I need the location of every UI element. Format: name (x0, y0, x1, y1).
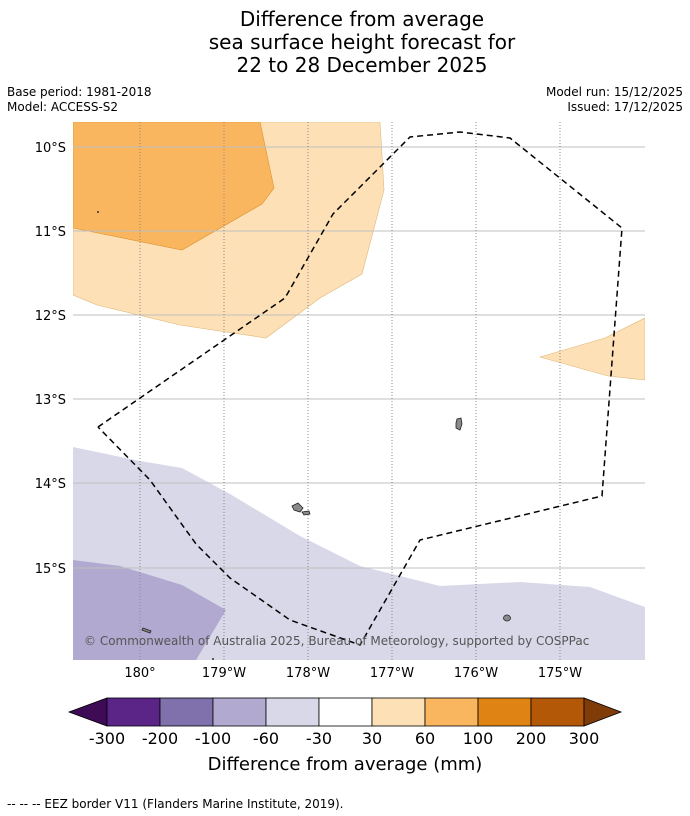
colorbar-extension-low (67, 697, 108, 727)
meta-right: Model run: 15/12/2025 Issued: 17/12/2025 (546, 85, 683, 115)
island-alofi (301, 510, 311, 516)
lat-label-11s: 11°S (35, 225, 66, 240)
lon-label-176w: 176°W (454, 666, 498, 681)
colorbar-tick: 200 (516, 729, 547, 748)
map-title: Difference from average sea surface heig… (0, 8, 690, 77)
title-line-2: sea surface height forecast for (208, 30, 516, 54)
colorbar-tick: -300 (89, 729, 125, 748)
colorbar-segment-minus30-30 (318, 697, 373, 727)
lon-label-180: 180° (124, 666, 155, 681)
colorbar-tick: 60 (415, 729, 435, 748)
lon-label-175w: 175°W (538, 666, 582, 681)
lat-label-14s: 14°S (35, 477, 66, 492)
island-wallis-area (455, 417, 463, 431)
eez-border (97, 131, 623, 646)
colorbar-tick: 30 (362, 729, 382, 748)
island-dot-south (212, 658, 214, 660)
colorbar-label: Difference from average (mm) (208, 754, 483, 775)
lat-label-10s: 10°S (35, 141, 66, 156)
colorbar-tick: 100 (463, 729, 494, 748)
model-name: Model: ACCESS-S2 (7, 100, 119, 114)
title-line-3: 22 to 28 December 2025 (236, 53, 488, 77)
colorbar-tick: -30 (306, 729, 332, 748)
colorbar-tick: 300 (569, 729, 600, 748)
longitude-labels: 180° 179°W 178°W 177°W 176°W 175°W (124, 666, 582, 681)
lon-label-178w: 178°W (286, 666, 330, 681)
colorbar-tick: -200 (142, 729, 178, 748)
meta-left: Base period: 1981-2018 Model: ACCESS-S2 (7, 85, 152, 115)
map-area: © Commonwealth of Australia 2025, Bureau… (73, 122, 645, 660)
title-line-1: Difference from average (239, 7, 485, 31)
base-period: Base period: 1981-2018 (7, 85, 152, 99)
colorbar-tick: -60 (253, 729, 279, 748)
copyright-notice: © Commonwealth of Australia 2025, Bureau… (84, 634, 589, 648)
colorbar-ticks: -300 -200 -100 -60 -30 30 60 100 200 300 (89, 729, 599, 748)
eez-legend-note: -- -- -- EEZ border V11 (Flanders Marine… (7, 797, 344, 811)
model-run: Model run: 15/12/2025 (545, 85, 683, 99)
colorbar-segment-minus300-minus200 (106, 697, 161, 727)
island-futuna (291, 502, 304, 513)
anomaly-region-minus60-minus100 (73, 560, 226, 660)
latitude-gridlines (73, 146, 645, 569)
lat-label-13s: 13°S (35, 393, 66, 408)
lon-label-179w: 179°W (202, 666, 246, 681)
colorbar-segment-100-200 (477, 697, 532, 727)
lon-label-177w: 177°W (370, 666, 414, 681)
anomaly-region-30-60-east (538, 317, 645, 381)
colorbar: -300 -200 -100 -60 -30 30 60 100 200 300… (67, 697, 623, 775)
lat-label-12s: 12°S (35, 309, 66, 324)
issued-date: Issued: 17/12/2025 (567, 100, 683, 114)
lat-label-15s: 15°S (35, 562, 66, 577)
colorbar-tick: -100 (195, 729, 231, 748)
colorbar-segment-minus60-minus30 (265, 697, 320, 727)
colorbar-segment-60-100 (424, 697, 479, 727)
colorbar-segment-minus200-minus100 (159, 697, 214, 727)
colorbar-segment-30-60 (371, 697, 426, 727)
latitude-labels: 10°S 11°S 12°S 13°S 14°S 15°S (35, 141, 66, 577)
colorbar-segment-minus100-minus60 (212, 697, 267, 727)
island-dot-north (97, 211, 99, 213)
island-small-south-east (503, 614, 511, 622)
colorbar-segment-200-300 (530, 697, 585, 727)
island-small-south-west (141, 627, 152, 634)
colorbar-extension-high (583, 697, 623, 727)
